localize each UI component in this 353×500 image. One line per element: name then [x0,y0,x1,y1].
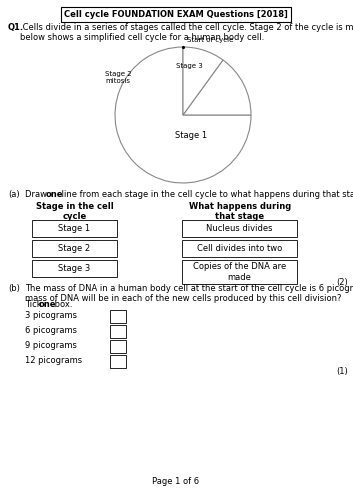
Text: (b): (b) [8,284,20,293]
Bar [182,240,297,257]
Text: Stage 2
mitosis: Stage 2 mitosis [105,71,132,84]
Wedge shape [183,47,223,115]
Text: Stage 1: Stage 1 [59,224,91,233]
Bar [32,260,117,277]
Text: (a): (a) [8,190,20,199]
Text: 6 picograms: 6 picograms [25,326,77,335]
Text: Stage 1: Stage 1 [175,130,207,140]
Text: 12 picograms: 12 picograms [25,356,82,365]
Text: 9 picograms: 9 picograms [25,341,77,350]
Text: 3 picograms: 3 picograms [25,311,77,320]
Text: What happens during
that stage: What happens during that stage [189,202,291,222]
Text: Start of cycle: Start of cycle [187,37,233,43]
Text: Nucleus divides: Nucleus divides [206,224,273,233]
Bar [182,260,297,284]
Text: Q1.: Q1. [8,23,24,32]
Text: one: one [46,190,64,199]
Text: (1): (1) [336,367,348,376]
Text: The mass of DNA in a human body cell at the start of the cell cycle is 6 picogra: The mass of DNA in a human body cell at … [25,284,353,304]
Text: Page 1 of 6: Page 1 of 6 [152,477,199,486]
Bar [110,310,126,323]
Bar [110,340,126,353]
Text: Copies of the DNA are
made: Copies of the DNA are made [193,262,286,281]
Wedge shape [183,60,251,115]
Bar [182,220,297,237]
Text: one: one [39,300,56,309]
Text: (2): (2) [336,278,348,287]
Text: Stage 3: Stage 3 [58,264,91,273]
Text: Cell cycle FOUNDATION EXAM Questions [2018]: Cell cycle FOUNDATION EXAM Questions [20… [64,10,288,19]
Bar [32,220,117,237]
Text: Stage in the cell
cycle: Stage in the cell cycle [36,202,114,222]
Text: Stage 3: Stage 3 [176,63,203,69]
Bar [110,355,126,368]
Text: Cell divides into two: Cell divides into two [197,244,282,253]
Text: Stage 2: Stage 2 [59,244,91,253]
Wedge shape [115,47,251,183]
Text: Cells divide in a series of stages called the cell cycle. Stage 2 of the cycle i: Cells divide in a series of stages calle… [20,23,353,42]
Bar [110,325,126,338]
Text: box.: box. [52,300,72,309]
Text: Draw: Draw [25,190,50,199]
Text: line from each stage in the cell cycle to what happens during that stage.: line from each stage in the cell cycle t… [59,190,353,199]
Text: Tick: Tick [25,300,44,309]
Bar [32,240,117,257]
